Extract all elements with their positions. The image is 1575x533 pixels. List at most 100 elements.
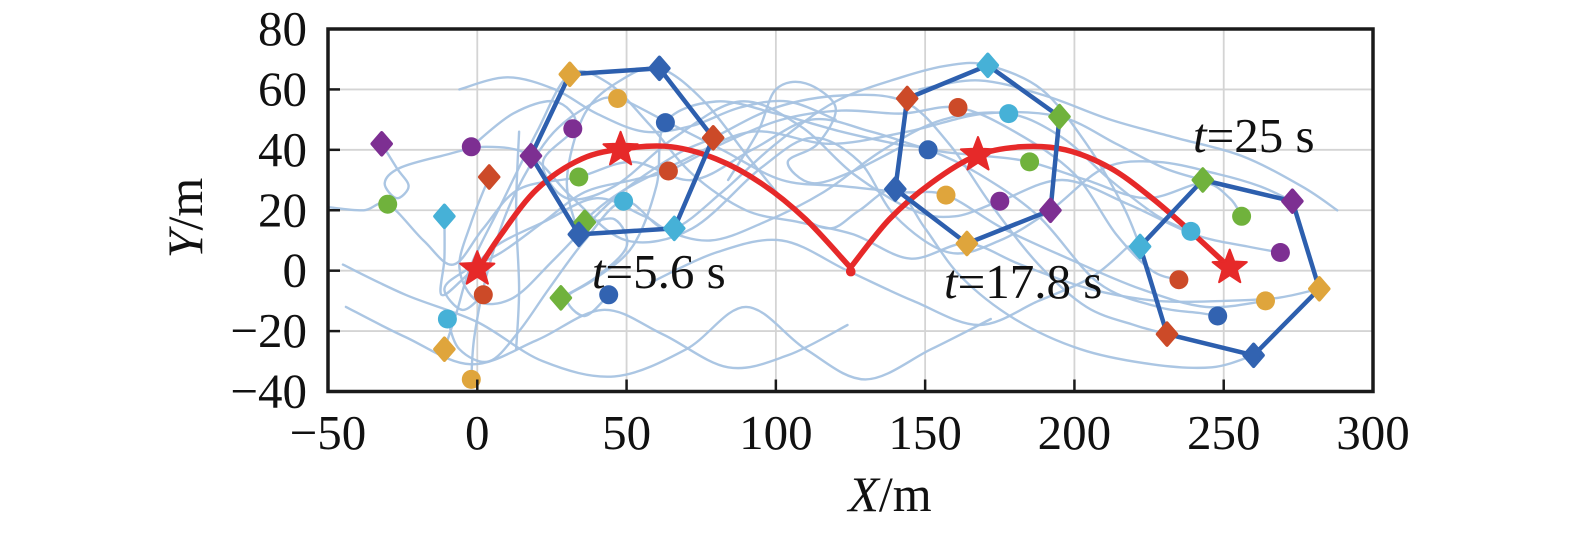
y-tick-label: 40 xyxy=(258,122,307,177)
green-circle-marker xyxy=(569,167,589,187)
gold-circle-marker xyxy=(1256,291,1275,311)
orange-circle-marker xyxy=(948,98,968,117)
purple-circle-marker xyxy=(461,137,481,157)
purple-circle-marker xyxy=(563,119,583,139)
follower-trajectory xyxy=(341,263,992,381)
x-axis-label: X/m xyxy=(846,466,931,522)
x-axis-label-unit: /m xyxy=(879,466,932,522)
green-diamond-marker xyxy=(1191,167,1215,193)
purple-circle-marker xyxy=(1270,243,1290,262)
blue-diamond-marker xyxy=(648,55,671,82)
cyan-diamond-marker xyxy=(663,215,686,242)
annotation-t-symbol: t xyxy=(1193,108,1208,163)
cyan-circle-marker xyxy=(1181,221,1201,241)
y-axis-label-symbol: Y xyxy=(157,225,213,258)
x-axis-label-symbol: X xyxy=(846,466,881,522)
x-tick-label: 0 xyxy=(465,405,490,460)
annotation-t5-6s: t=5.6 s xyxy=(592,244,726,299)
orange-diamond-marker xyxy=(1155,321,1179,347)
x-tick-label: 50 xyxy=(602,405,651,460)
leader-path xyxy=(474,143,1233,277)
orange-diamond-marker xyxy=(895,85,919,112)
follower-trajectory xyxy=(446,111,1193,364)
cyan-circle-marker xyxy=(437,309,457,329)
follower-trajectory xyxy=(458,76,837,134)
leader-stars xyxy=(459,130,1248,285)
y-axis-label-unit: /m xyxy=(157,178,213,231)
orange-diamond-marker xyxy=(477,164,501,190)
orange-diamond-marker xyxy=(701,125,725,151)
purple-diamond-marker xyxy=(1281,188,1304,214)
follower-trajectory xyxy=(649,238,1130,327)
green-circle-marker xyxy=(1232,206,1252,226)
purple-diamond-marker xyxy=(370,131,393,157)
follower-trajectory xyxy=(326,117,1243,266)
follower-trajectory xyxy=(380,136,1294,255)
follower-trajectory xyxy=(726,80,903,185)
grid xyxy=(328,29,1373,392)
follower-trajectory xyxy=(565,66,1255,370)
annotation-value: =25 s xyxy=(1207,108,1315,163)
annotation-t25s: t=25 s xyxy=(1193,108,1315,163)
blue-circle-marker xyxy=(655,113,675,133)
cyan-diamond-marker xyxy=(433,203,456,230)
gold-circle-marker xyxy=(936,185,956,205)
blue-circle-marker xyxy=(1208,306,1228,326)
annotation-value: =5.6 s xyxy=(606,244,726,299)
annotation-t-symbol: t xyxy=(592,244,607,299)
blue-circle-marker xyxy=(599,285,619,305)
x-tick-labels: −50 0 50 100 150 200 250 300 xyxy=(290,405,1410,460)
green-diamond-marker xyxy=(1048,103,1071,130)
follower-trajectory xyxy=(439,61,1142,297)
annotation-t17-8s: t=17.8 s xyxy=(944,254,1102,309)
green-circle-marker xyxy=(1020,152,1040,172)
y-tick-label: 60 xyxy=(258,61,307,116)
follower-trajectory xyxy=(565,100,1219,318)
blue-diamond-marker xyxy=(1242,342,1265,369)
cyan-circle-marker xyxy=(999,104,1019,124)
follower-trajectories xyxy=(326,61,1339,381)
orange-circle-marker xyxy=(473,285,493,305)
orange-circle-marker xyxy=(1169,270,1189,290)
gold-diamond-marker xyxy=(558,61,582,88)
annotation-t-symbol: t xyxy=(944,254,959,309)
follower-trajectory xyxy=(344,305,849,370)
gold-diamond-marker xyxy=(1308,276,1331,302)
follower-trajectory xyxy=(918,79,1339,212)
purple-circle-marker xyxy=(990,191,1010,211)
blue-circle-marker xyxy=(918,140,938,160)
follower-trajectory xyxy=(443,105,1181,312)
axes-box xyxy=(326,27,1375,394)
y-tick-label: 80 xyxy=(258,1,307,56)
leader-trajectory xyxy=(474,143,1233,277)
gold-diamond-marker xyxy=(433,336,456,362)
blue-diamond-marker xyxy=(884,176,907,202)
x-tick-label: 150 xyxy=(888,405,962,460)
x-tick-label: 100 xyxy=(739,405,813,460)
cyan-diamond-marker xyxy=(1128,233,1152,260)
green-diamond-marker xyxy=(549,285,573,311)
follower-trajectory xyxy=(443,69,1321,351)
x-tick-label: 300 xyxy=(1336,405,1410,460)
green-circle-marker xyxy=(378,194,398,214)
blue-diamond-marker xyxy=(567,221,591,248)
y-tick-label: −40 xyxy=(230,364,307,419)
annotation-value: =17.8 s xyxy=(958,254,1103,309)
leader-star-marker xyxy=(1211,248,1248,284)
gold-circle-marker xyxy=(608,89,628,108)
y-tick-label: 0 xyxy=(283,243,308,298)
y-tick-label: −20 xyxy=(230,303,307,358)
x-tick-label: −50 xyxy=(290,405,367,460)
agent-markers xyxy=(370,52,1331,389)
y-tick-label: 20 xyxy=(258,182,307,237)
orange-circle-marker xyxy=(658,161,678,181)
leader-star-marker xyxy=(602,130,639,166)
gold-diamond-marker xyxy=(955,230,979,257)
leader-star-marker xyxy=(959,136,997,171)
cyan-circle-marker xyxy=(614,191,634,211)
cyan-diamond-marker xyxy=(976,52,1000,79)
